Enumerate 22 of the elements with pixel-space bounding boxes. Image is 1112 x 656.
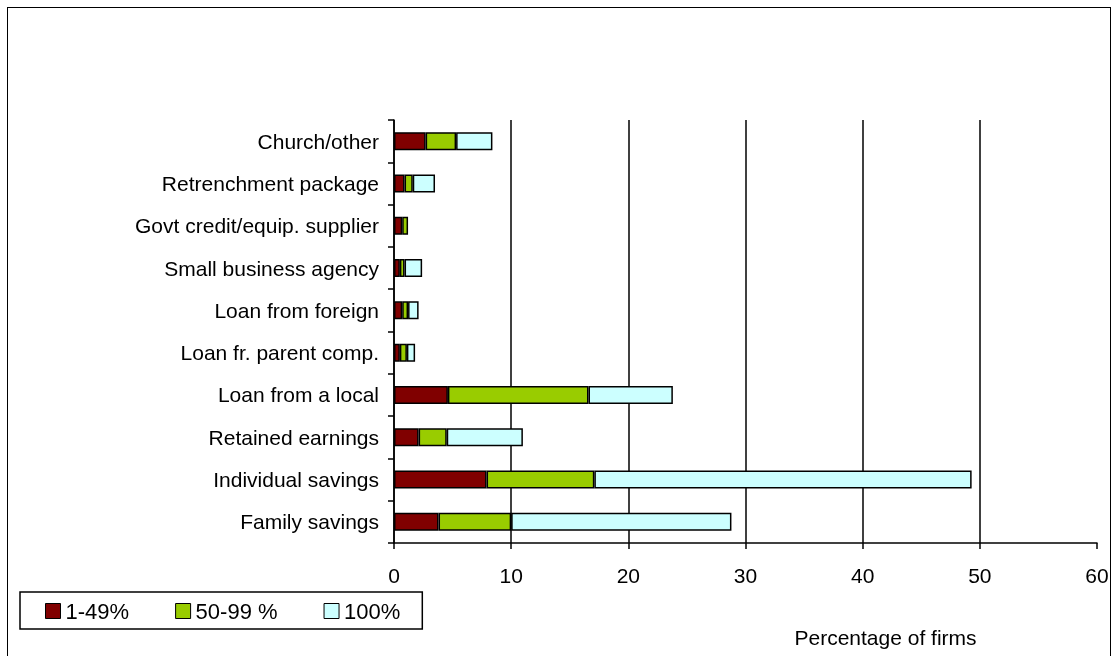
x-tick-label: 30 <box>733 564 758 587</box>
y-tick-label: Loan from foreign <box>214 298 379 322</box>
y-tick-label: Loan from a local <box>217 383 379 407</box>
y-tick-label: Loan fr. parent comp. <box>180 341 379 365</box>
legend-label: 50-99 % <box>195 598 278 624</box>
x-tick-label: 20 <box>616 564 641 587</box>
x-tick-label: 10 <box>499 564 523 587</box>
y-tick-label: Individual savings <box>213 468 379 492</box>
x-axis-title: Percentage of firms <box>794 626 977 649</box>
y-tick-label: Govt credit/equip. supplier <box>135 214 379 238</box>
y-tick-label: Retrenchment package <box>161 171 379 195</box>
legend-label: 1-49% <box>65 598 130 624</box>
legend-label: 100% <box>344 598 401 624</box>
y-tick-label: Family savings <box>240 510 379 534</box>
y-tick-label: Retained earnings <box>208 425 379 449</box>
x-tick-label: 50 <box>968 564 992 587</box>
x-tick-label: 60 <box>1085 564 1109 587</box>
y-tick-label: Church/other <box>257 129 379 153</box>
bar <box>404 259 423 278</box>
x-tick-label: 40 <box>850 564 875 587</box>
x-tick-label: 0 <box>388 564 400 587</box>
y-tick-label: Small business agency <box>164 256 380 280</box>
